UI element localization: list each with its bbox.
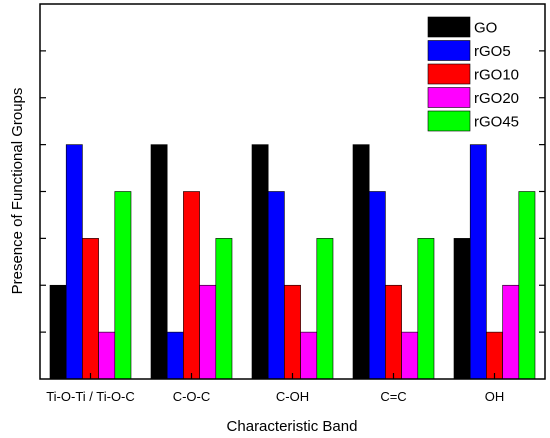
bar-rGO10-4	[486, 331, 503, 380]
bar-rGO45-3	[417, 238, 435, 380]
y-axis-label: Presence of Functional Groups	[9, 88, 26, 295]
legend: GO rGO5 rGO10 rGO20 rGO45	[427, 16, 519, 132]
bar-rGO45-4	[518, 191, 536, 380]
bar-rGO10-2	[284, 284, 301, 380]
bar-rGO10-1	[183, 191, 200, 380]
legend-label-rGO10: rGO10	[474, 67, 519, 84]
legend-label-GO: GO	[474, 20, 497, 37]
bar-rGO20-3	[401, 331, 419, 380]
bar-rGO5-4	[469, 144, 487, 380]
bar-GO-0	[49, 284, 67, 380]
bar-rGO45-0	[114, 191, 132, 380]
bar-rGO45-2	[316, 238, 334, 380]
x-tick-label-4: OH	[485, 389, 505, 404]
bar-GO-2	[251, 144, 269, 380]
plot-frame	[39, 3, 546, 380]
bar-rGO20-0	[98, 331, 116, 380]
bar-GO-1	[150, 144, 168, 380]
x-tick-label-2: C-OH	[276, 389, 309, 404]
legend-swatch-rGO20	[427, 87, 471, 108]
bar-rGO5-0	[65, 144, 83, 380]
x-tick-label-1: C-O-C	[173, 389, 211, 404]
legend-swatch-rGO5	[427, 40, 471, 61]
bar-rGO20-1	[199, 284, 217, 380]
bar-GO-3	[352, 144, 370, 380]
bar-rGO45-1	[215, 238, 233, 380]
x-axis-label: Characteristic Band	[227, 418, 358, 435]
bar-rGO5-1	[166, 331, 184, 380]
legend-swatch-rGO10	[427, 63, 471, 85]
legend-label-rGO45: rGO45	[474, 114, 519, 131]
legend-swatch-GO	[427, 16, 471, 38]
bar-rGO10-0	[82, 238, 99, 380]
x-tick-label-0: Ti-O-Ti / Ti-O-C	[46, 389, 135, 404]
bar-rGO10-3	[385, 284, 402, 380]
x-tick-labels: Ti-O-Ti / Ti-O-C C-O-C C-OH C=C OH	[46, 389, 504, 404]
legend-label-rGO20: rGO20	[474, 90, 519, 107]
bar-GO-4	[453, 238, 471, 380]
x-tick-label-3: C=C	[380, 389, 406, 404]
legend-label-rGO5: rGO5	[474, 43, 511, 60]
bar-rGO20-4	[502, 284, 520, 380]
bars-group	[49, 144, 536, 380]
bar-rGO20-2	[300, 331, 318, 380]
legend-swatch-rGO45	[427, 110, 471, 132]
bar-rGO5-2	[267, 191, 285, 380]
bar-rGO5-3	[368, 191, 386, 380]
ticks-group	[40, 50, 545, 379]
